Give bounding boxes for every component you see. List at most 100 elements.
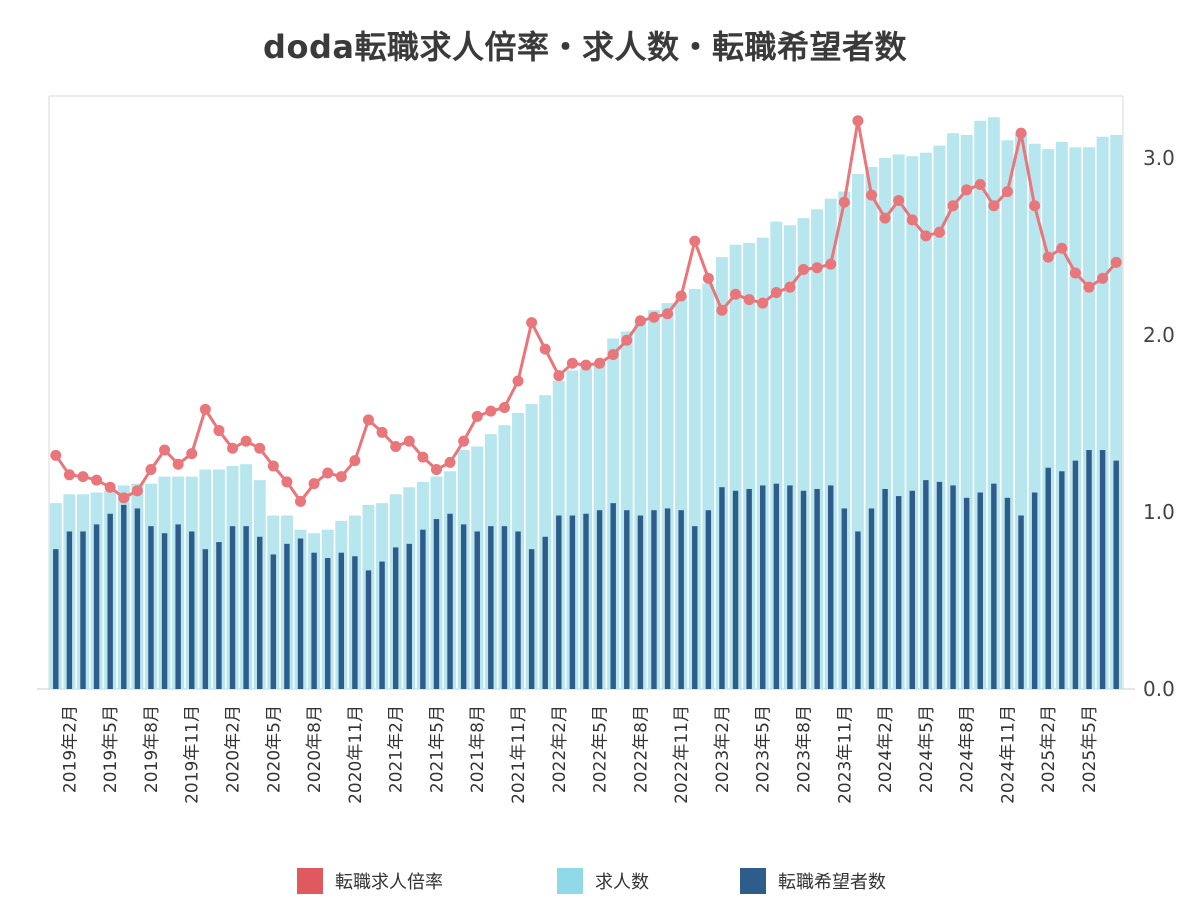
- bar-job-openings: [797, 218, 810, 689]
- x-tick-label: 2021年8月: [468, 705, 488, 793]
- ratio-point: [118, 492, 130, 504]
- bar-job-seekers: [583, 513, 589, 689]
- bar-job-openings: [865, 166, 878, 689]
- x-tick-label: 2021年11月: [509, 705, 529, 804]
- ratio-point: [267, 460, 279, 472]
- ratio-point: [172, 458, 184, 470]
- bar-job-seekers: [257, 536, 263, 689]
- ratio-point: [362, 414, 374, 426]
- ratio-point: [1001, 186, 1013, 198]
- bar-job-seekers: [1018, 515, 1024, 689]
- x-tick-label: 2024年8月: [958, 705, 978, 793]
- bar-job-seekers: [542, 536, 548, 689]
- ratio-point: [553, 370, 565, 382]
- ratio-point: [594, 357, 606, 369]
- ratio-point: [825, 258, 837, 270]
- ratio-point: [145, 464, 157, 476]
- ratio-point: [1069, 267, 1081, 279]
- ratio-point: [757, 297, 769, 309]
- ratio-point: [1015, 127, 1027, 139]
- legend-item-openings: 求人数: [557, 868, 649, 894]
- ratio-point: [811, 262, 823, 274]
- bar-job-seekers: [406, 543, 412, 689]
- bar-job-seekers: [420, 529, 426, 689]
- bar-job-openings: [919, 152, 932, 689]
- bar-job-seekers: [841, 508, 848, 689]
- bar-job-seekers: [270, 554, 277, 689]
- bar-job-seekers: [148, 526, 154, 689]
- ratio-point: [1056, 242, 1068, 254]
- bar-job-openings: [770, 221, 783, 689]
- ratio-point: [159, 444, 171, 456]
- ratio-point: [539, 343, 551, 355]
- bar-job-seekers: [1099, 450, 1106, 689]
- ratio-point: [131, 485, 143, 497]
- bar-job-openings: [1069, 147, 1082, 689]
- x-tick-label: 2019年11月: [183, 705, 203, 804]
- ratio-point: [349, 455, 361, 467]
- bar-job-seekers: [855, 531, 861, 689]
- x-tick-label: 2023年11月: [835, 705, 855, 804]
- bar-job-openings: [1096, 136, 1109, 689]
- bar-job-openings: [824, 198, 837, 690]
- bar-job-seekers: [963, 497, 970, 689]
- ratio-point: [91, 474, 103, 486]
- bar-job-seekers: [827, 485, 834, 689]
- x-tick-label: 2019年8月: [142, 705, 162, 793]
- bar-job-seekers: [664, 508, 671, 689]
- x-tick-label: 2020年2月: [224, 705, 244, 793]
- bar-job-seekers: [651, 510, 657, 689]
- legend-item-seekers: 転職希望者数: [740, 868, 886, 894]
- y-tick-label: 1.0: [1143, 500, 1175, 524]
- bar-job-seekers: [243, 526, 249, 689]
- bar-job-seekers: [460, 524, 467, 689]
- bar-job-seekers: [175, 524, 181, 689]
- ratio-point: [580, 359, 592, 371]
- ratio-point: [648, 311, 660, 323]
- ratio-point: [621, 334, 633, 346]
- ratio-point: [865, 189, 877, 201]
- ratio-point: [471, 410, 483, 422]
- bar-job-seekers: [678, 510, 684, 689]
- ratio-point: [852, 115, 864, 127]
- ratio-point: [417, 451, 429, 463]
- legend: 転職求人倍率 求人数 転職希望者数: [0, 868, 1200, 898]
- bar-job-openings: [1015, 133, 1028, 689]
- x-tick-label: 2023年5月: [754, 705, 774, 793]
- ratio-point: [947, 200, 959, 212]
- bar-job-openings: [525, 404, 538, 689]
- ratio-point: [1029, 200, 1041, 212]
- x-tick-label: 2023年8月: [795, 705, 815, 793]
- x-tick-label: 2020年5月: [264, 705, 284, 793]
- ratio-point: [512, 375, 524, 387]
- bar-job-seekers: [229, 526, 236, 689]
- bar-job-openings: [688, 288, 701, 689]
- chart-canvas: 0.0 1.0 2.0 3.0 2019年2月 2019年5月 2019年8月 2019年1…: [37, 95, 1175, 804]
- bar-job-seekers: [746, 488, 752, 689]
- job-seekers-bars: [53, 450, 1119, 689]
- bar-job-seekers: [760, 485, 766, 689]
- bar-job-openings: [1028, 143, 1041, 689]
- bar-job-openings: [838, 191, 851, 689]
- bar-job-seekers: [134, 508, 141, 689]
- bar-job-seekers: [923, 480, 929, 689]
- bar-job-seekers: [610, 503, 616, 689]
- bar-job-openings: [620, 331, 633, 689]
- ratio-point: [186, 448, 198, 460]
- ratio-point: [390, 440, 402, 452]
- bar-job-seekers: [433, 519, 440, 689]
- x-tick-label: 2024年5月: [917, 705, 937, 793]
- bar-job-seekers: [814, 488, 820, 689]
- y-tick-label: 0.0: [1143, 677, 1175, 701]
- legend-item-ratio: 転職求人倍率: [297, 868, 443, 894]
- bar-job-openings: [634, 320, 647, 689]
- x-tick-label: 2019年2月: [60, 705, 80, 793]
- bar-job-seekers: [379, 561, 385, 689]
- legend-swatch-ratio: [297, 868, 323, 894]
- x-tick-label: 2020年8月: [305, 705, 325, 793]
- bar-job-seekers: [624, 510, 630, 689]
- x-axis-ticks: 2019年2月 2019年5月 2019年8月 2019年11月 2020年2月 2020…: [60, 705, 1100, 804]
- bar-job-seekers: [161, 533, 168, 689]
- ratio-point: [933, 226, 945, 238]
- x-tick-label: 2023年2月: [713, 705, 733, 793]
